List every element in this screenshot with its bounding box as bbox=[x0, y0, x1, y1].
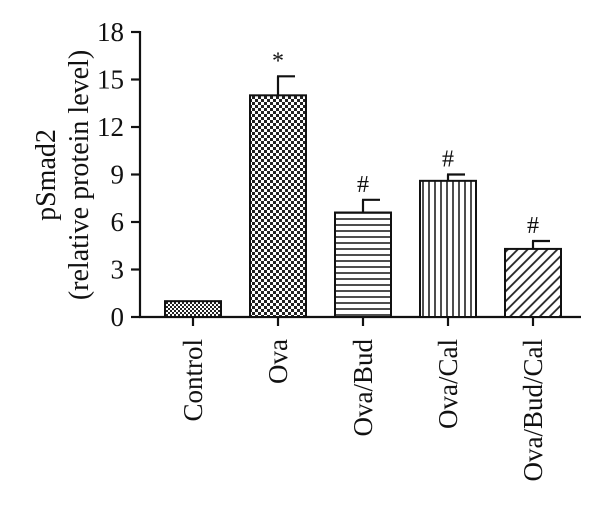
significance-marker: * bbox=[272, 48, 284, 74]
y-tick-label: 6 bbox=[111, 207, 125, 237]
bar bbox=[504, 247, 562, 319]
y-tick-label: 18 bbox=[97, 17, 124, 47]
bar bbox=[249, 94, 307, 319]
x-tick-label: Ova/Bud bbox=[348, 339, 378, 437]
bar bbox=[419, 179, 477, 318]
significance-marker: # bbox=[357, 172, 369, 198]
y-axis-label-line1: pSmad2 bbox=[31, 129, 62, 221]
y-tick-label: 9 bbox=[111, 160, 125, 190]
y-tick-label: 0 bbox=[111, 302, 125, 332]
y-axis-label-line2: (relative protein level) bbox=[64, 50, 95, 300]
significance-marker: # bbox=[527, 213, 539, 239]
y-axis-label: pSmad2 (relative protein level) bbox=[31, 50, 95, 300]
x-tick-label: Ova/Cal bbox=[433, 339, 463, 429]
x-tick-label: Control bbox=[178, 339, 208, 422]
bar bbox=[334, 211, 392, 318]
x-tick-label: Ova/Bud/Cal bbox=[518, 339, 548, 482]
significance-marker: # bbox=[442, 147, 454, 173]
y-tick-label: 3 bbox=[111, 255, 125, 285]
y-tick-label: 15 bbox=[97, 65, 124, 95]
x-tick-label: Ova bbox=[263, 339, 293, 384]
bar bbox=[164, 300, 222, 318]
y-tick-label: 12 bbox=[97, 112, 124, 142]
plot-area: 0 3 6 9 12 15 18 Control * Ova # Ova/Bud # Ova/Cal # Ov… bbox=[97, 17, 581, 482]
